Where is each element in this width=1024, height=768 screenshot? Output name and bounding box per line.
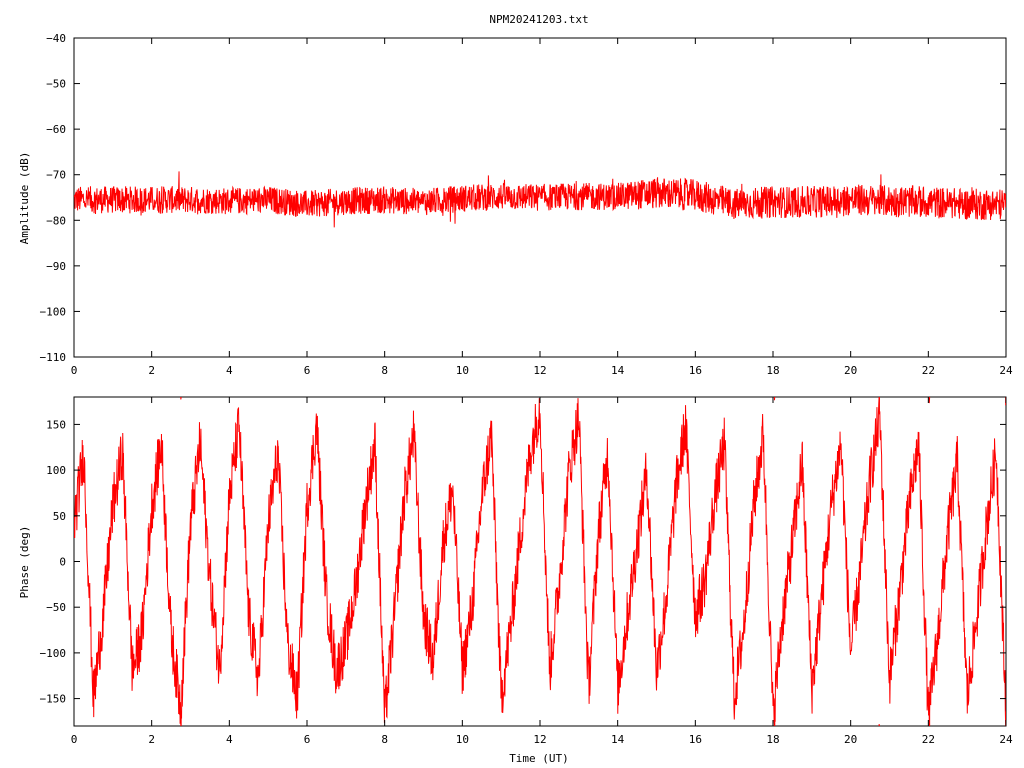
phase-x-tick-label: 24	[999, 733, 1013, 746]
amplitude-x-tick-label: 24	[999, 364, 1013, 377]
amplitude-x-tick-label: 6	[304, 364, 311, 377]
amplitude-y-tick-label: −110	[40, 351, 67, 364]
amplitude-series	[74, 171, 1006, 228]
amplitude-series-line	[74, 171, 1006, 228]
amplitude-y-tick-label: −90	[46, 260, 66, 273]
amplitude-y-tick-label: −60	[46, 123, 66, 136]
phase-y-tick-label: 150	[46, 418, 66, 431]
phase-x-tick-label: 2	[148, 733, 155, 746]
phase-y-tick-label: −50	[46, 601, 66, 614]
amplitude-y-axis: −40 −50 −60 −70 −80 −90 −100 −110	[40, 32, 1006, 364]
phase-x-tick-label: 14	[611, 733, 625, 746]
phase-x-tick-label: 6	[304, 733, 311, 746]
amplitude-x-tick-label: 20	[844, 364, 857, 377]
phase-plot-frame	[73, 396, 1007, 727]
phase-series	[74, 397, 1006, 726]
phase-x-tick-label: 18	[766, 733, 779, 746]
phase-y-tick-label: 100	[46, 464, 66, 477]
amplitude-y-tick-label: −100	[40, 305, 67, 318]
phase-y-label: Phase (deg)	[18, 526, 31, 599]
amplitude-y-label: Amplitude (dB)	[18, 152, 31, 245]
phase-y-axis: 150 100 50 0 −50 −100 −150	[40, 418, 1006, 706]
chart-title: NPM20241203.txt	[489, 13, 588, 26]
phase-x-tick-label: 10	[456, 733, 469, 746]
amplitude-y-tick-label: −40	[46, 32, 66, 45]
phase-x-tick-label: 0	[71, 733, 78, 746]
phase-x-axis: 0 2 4 6 8 10 12 14 16 18 20 22 24	[71, 397, 1013, 746]
amplitude-x-tick-label: 8	[381, 364, 388, 377]
phase-y-tick-label: 0	[59, 556, 66, 569]
amplitude-x-tick-label: 10	[456, 364, 469, 377]
amplitude-y-tick-label: −50	[46, 78, 66, 91]
amplitude-x-axis: 0 2 4 6 8 10 12 14 16 18 20 22 24	[71, 38, 1013, 377]
amplitude-x-tick-label: 4	[226, 364, 233, 377]
phase-x-tick-label: 8	[381, 733, 388, 746]
phase-series-line	[74, 397, 1006, 726]
phase-x-tick-label: 16	[689, 733, 702, 746]
phase-x-label: Time (UT)	[509, 752, 569, 765]
phase-x-tick-label: 4	[226, 733, 233, 746]
phase-x-tick-label: 22	[922, 733, 935, 746]
phase-y-tick-label: 50	[53, 510, 66, 523]
phase-y-tick-label: −100	[40, 647, 67, 660]
amplitude-x-tick-label: 14	[611, 364, 625, 377]
amplitude-y-tick-label: −80	[46, 214, 66, 227]
amplitude-x-tick-label: 2	[148, 364, 155, 377]
phase-x-tick-label: 12	[533, 733, 546, 746]
amplitude-x-tick-label: 18	[766, 364, 779, 377]
amplitude-y-tick-label: −70	[46, 169, 66, 182]
amplitude-panel: −40−50−60−70−80−90−100−110 0 2 4 6 8 10 12 14 16…	[18, 32, 1013, 377]
phase-y-tick-label: −150	[40, 693, 67, 706]
amplitude-x-tick-label: 22	[922, 364, 935, 377]
phase-x-tick-label: 20	[844, 733, 857, 746]
amplitude-x-tick-label: 12	[533, 364, 546, 377]
amplitude-x-tick-label: 0	[71, 364, 78, 377]
amplitude-x-tick-label: 16	[689, 364, 702, 377]
